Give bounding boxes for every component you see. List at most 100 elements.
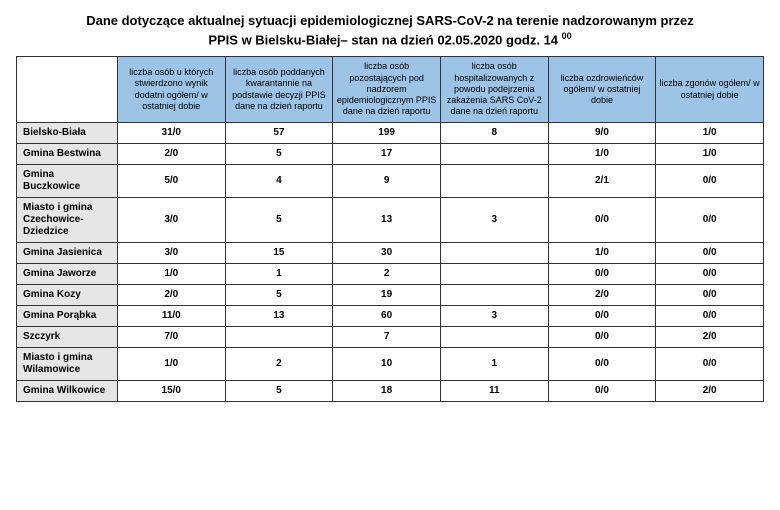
cell-value: 4 — [225, 164, 333, 197]
cell-value: 60 — [333, 305, 441, 326]
cell-value: 0/0 — [656, 263, 764, 284]
cell-value: 2/0 — [117, 143, 225, 164]
cell-value: 199 — [333, 122, 441, 143]
cell-value: 2/0 — [117, 284, 225, 305]
cell-value: 5/0 — [117, 164, 225, 197]
cell-value: 13 — [333, 197, 441, 242]
cell-value: 1/0 — [656, 143, 764, 164]
table-row: Gmina Buczkowice5/049 2/10/0 — [17, 164, 764, 197]
title-line-2: PPIS w Bielsku-Białej– stan na dzień 02.… — [208, 32, 558, 47]
cell-value: 11 — [440, 380, 548, 401]
col-header: liczba zgonów ogółem/ w ostatniej dobie — [656, 57, 764, 122]
row-name: Miasto i gmina Czechowice-Dziedzice — [17, 197, 118, 242]
cell-value: 57 — [225, 122, 333, 143]
cell-value: 3 — [440, 305, 548, 326]
col-header: liczba osób hospitalizowanych z powodu p… — [440, 57, 548, 122]
cell-value: 8 — [440, 122, 548, 143]
cell-value: 5 — [225, 284, 333, 305]
cell-value: 0/0 — [548, 197, 656, 242]
row-name: Gmina Porąbka — [17, 305, 118, 326]
col-header: liczba ozdrowieńców ogółem/ w ostatniej … — [548, 57, 656, 122]
cell-value: 0/0 — [656, 164, 764, 197]
title-sup: 00 — [562, 31, 572, 41]
cell-value: 2/0 — [656, 326, 764, 347]
cell-value: 0/0 — [548, 326, 656, 347]
cell-value — [225, 326, 333, 347]
cell-value: 15/0 — [117, 380, 225, 401]
cell-value: 3/0 — [117, 242, 225, 263]
cell-value: 1/0 — [548, 242, 656, 263]
cell-value: 0/0 — [548, 347, 656, 380]
cell-value: 13 — [225, 305, 333, 326]
table-body: Bielsko-Biała31/05719989/01/0Gmina Bestw… — [17, 122, 764, 401]
cell-value: 31/0 — [117, 122, 225, 143]
cell-value: 11/0 — [117, 305, 225, 326]
row-name: Szczyrk — [17, 326, 118, 347]
cell-value: 3 — [440, 197, 548, 242]
cell-value: 1 — [225, 263, 333, 284]
row-name: Miasto i gmina Wilamowice — [17, 347, 118, 380]
col-header: liczba osób poddanych kwarantannie na po… — [225, 57, 333, 122]
cell-value: 3/0 — [117, 197, 225, 242]
table-row: Gmina Jasienica3/01530 1/00/0 — [17, 242, 764, 263]
epi-table: liczba osób u których stwierdzono wynik … — [16, 56, 764, 401]
table-row: Gmina Kozy2/05192/00/0 — [17, 284, 764, 305]
cell-value — [440, 284, 548, 305]
cell-value: 2 — [225, 347, 333, 380]
row-name: Gmina Wilkowice — [17, 380, 118, 401]
cell-value: 17 — [333, 143, 441, 164]
cell-value: 30 — [333, 242, 441, 263]
cell-value: 2/0 — [656, 380, 764, 401]
row-name: Gmina Jasienica — [17, 242, 118, 263]
cell-value: 5 — [225, 143, 333, 164]
cell-value: 1 — [440, 347, 548, 380]
table-row: Szczyrk7/0 7 0/02/0 — [17, 326, 764, 347]
cell-value — [440, 263, 548, 284]
cell-value: 2 — [333, 263, 441, 284]
cell-value: 1/0 — [656, 122, 764, 143]
cell-value: 7 — [333, 326, 441, 347]
cell-value: 0/0 — [548, 263, 656, 284]
cell-value: 0/0 — [548, 305, 656, 326]
cell-value — [440, 164, 548, 197]
table-row: Gmina Wilkowice15/0518110/02/0 — [17, 380, 764, 401]
cell-value — [440, 143, 548, 164]
col-header: liczba osób pozostających pod nadzorem e… — [333, 57, 441, 122]
table-row: Gmina Jaworze1/012 0/00/0 — [17, 263, 764, 284]
cell-value: 9/0 — [548, 122, 656, 143]
row-name: Gmina Bestwina — [17, 143, 118, 164]
cell-value: 2/0 — [548, 284, 656, 305]
cell-value: 2/1 — [548, 164, 656, 197]
cell-value: 7/0 — [117, 326, 225, 347]
cell-value: 1/0 — [548, 143, 656, 164]
page-title: Dane dotyczące aktualnej sytuacji epidem… — [30, 12, 750, 48]
title-line-1: Dane dotyczące aktualnej sytuacji epidem… — [86, 13, 694, 28]
row-name: Gmina Kozy — [17, 284, 118, 305]
table-row: Bielsko-Biała31/05719989/01/0 — [17, 122, 764, 143]
cell-value: 0/0 — [656, 305, 764, 326]
table-row: Gmina Porąbka11/0136030/00/0 — [17, 305, 764, 326]
cell-value: 1/0 — [117, 263, 225, 284]
table-row: Miasto i gmina Wilamowice1/021010/00/0 — [17, 347, 764, 380]
cell-value: 9 — [333, 164, 441, 197]
cell-value: 10 — [333, 347, 441, 380]
row-name: Gmina Jaworze — [17, 263, 118, 284]
col-header: liczba osób u których stwierdzono wynik … — [117, 57, 225, 122]
cell-value: 0/0 — [656, 347, 764, 380]
cell-value — [440, 242, 548, 263]
cell-value: 0/0 — [548, 380, 656, 401]
cell-value: 1/0 — [117, 347, 225, 380]
cell-value: 0/0 — [656, 242, 764, 263]
header-row: liczba osób u których stwierdzono wynik … — [17, 57, 764, 122]
cell-value: 15 — [225, 242, 333, 263]
cell-value: 5 — [225, 380, 333, 401]
cell-value: 0/0 — [656, 284, 764, 305]
cell-value: 0/0 — [656, 197, 764, 242]
row-name: Gmina Buczkowice — [17, 164, 118, 197]
cell-value: 19 — [333, 284, 441, 305]
cell-value: 5 — [225, 197, 333, 242]
cell-value: 18 — [333, 380, 441, 401]
row-name: Bielsko-Biała — [17, 122, 118, 143]
table-row: Miasto i gmina Czechowice-Dziedzice3/051… — [17, 197, 764, 242]
table-row: Gmina Bestwina2/0517 1/01/0 — [17, 143, 764, 164]
